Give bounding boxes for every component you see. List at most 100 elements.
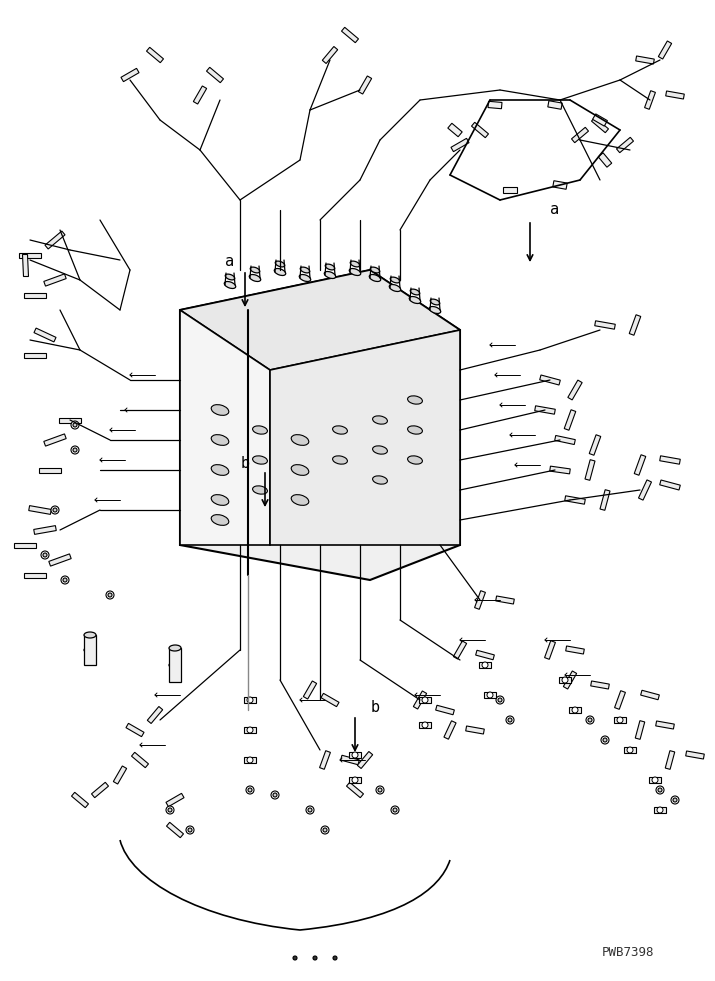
Circle shape: [617, 717, 623, 723]
Polygon shape: [169, 648, 181, 682]
Polygon shape: [616, 137, 633, 153]
Ellipse shape: [291, 494, 309, 505]
Polygon shape: [72, 793, 89, 807]
Polygon shape: [550, 466, 571, 474]
Polygon shape: [593, 114, 608, 127]
Polygon shape: [444, 721, 456, 740]
Polygon shape: [451, 138, 469, 152]
Polygon shape: [180, 270, 460, 370]
Polygon shape: [591, 681, 609, 689]
Ellipse shape: [410, 289, 420, 295]
Polygon shape: [659, 41, 671, 59]
Polygon shape: [666, 91, 684, 99]
Circle shape: [671, 796, 679, 804]
Ellipse shape: [291, 435, 309, 445]
Circle shape: [627, 747, 633, 753]
Circle shape: [168, 808, 172, 812]
Circle shape: [273, 793, 277, 797]
Circle shape: [73, 448, 77, 452]
Circle shape: [321, 826, 329, 834]
Polygon shape: [665, 750, 675, 769]
Polygon shape: [569, 707, 581, 713]
Circle shape: [71, 421, 79, 429]
Polygon shape: [660, 456, 680, 464]
Polygon shape: [166, 794, 184, 806]
Circle shape: [652, 777, 658, 783]
Polygon shape: [600, 490, 610, 510]
Circle shape: [588, 718, 592, 722]
Polygon shape: [340, 755, 360, 765]
Polygon shape: [448, 124, 462, 136]
Polygon shape: [595, 321, 616, 330]
Circle shape: [378, 788, 382, 792]
Polygon shape: [565, 495, 586, 504]
Ellipse shape: [300, 267, 310, 273]
Polygon shape: [126, 723, 144, 737]
Polygon shape: [132, 752, 149, 768]
Polygon shape: [59, 418, 81, 423]
Ellipse shape: [389, 284, 400, 291]
Polygon shape: [347, 782, 363, 798]
Ellipse shape: [211, 515, 229, 526]
Ellipse shape: [332, 426, 347, 435]
Polygon shape: [568, 380, 582, 400]
Ellipse shape: [408, 456, 423, 464]
Polygon shape: [121, 69, 139, 81]
Ellipse shape: [429, 306, 440, 314]
Polygon shape: [535, 406, 556, 414]
Ellipse shape: [84, 632, 96, 638]
Circle shape: [562, 677, 568, 683]
Ellipse shape: [211, 465, 229, 476]
Polygon shape: [322, 46, 337, 64]
Polygon shape: [349, 777, 361, 783]
Polygon shape: [545, 641, 556, 659]
Polygon shape: [638, 480, 651, 500]
Circle shape: [246, 786, 254, 794]
Polygon shape: [244, 697, 256, 702]
Circle shape: [603, 738, 607, 742]
Circle shape: [391, 806, 399, 814]
Circle shape: [506, 716, 514, 724]
Ellipse shape: [225, 274, 235, 280]
Polygon shape: [641, 691, 659, 699]
Polygon shape: [34, 328, 56, 342]
Circle shape: [186, 826, 194, 834]
Ellipse shape: [325, 264, 335, 270]
Circle shape: [586, 716, 594, 724]
Circle shape: [422, 697, 428, 703]
Polygon shape: [563, 671, 577, 689]
Ellipse shape: [369, 275, 380, 282]
Polygon shape: [321, 694, 339, 706]
Text: b: b: [240, 455, 250, 471]
Ellipse shape: [84, 647, 96, 653]
Text: a: a: [225, 254, 235, 270]
Polygon shape: [24, 352, 46, 357]
Polygon shape: [645, 90, 656, 109]
Polygon shape: [614, 717, 626, 723]
Polygon shape: [635, 721, 645, 740]
Text: a: a: [551, 202, 560, 218]
Polygon shape: [45, 231, 65, 249]
Circle shape: [333, 956, 337, 960]
Circle shape: [658, 788, 662, 792]
Polygon shape: [598, 153, 612, 167]
Polygon shape: [180, 270, 460, 580]
Polygon shape: [656, 721, 674, 729]
Polygon shape: [19, 252, 41, 257]
Circle shape: [673, 798, 677, 802]
Circle shape: [106, 591, 114, 599]
Polygon shape: [634, 455, 646, 475]
Ellipse shape: [252, 426, 267, 435]
Polygon shape: [49, 554, 72, 566]
Polygon shape: [564, 410, 576, 431]
Polygon shape: [24, 573, 46, 578]
Polygon shape: [465, 726, 484, 734]
Ellipse shape: [332, 456, 347, 464]
Polygon shape: [413, 691, 427, 709]
Circle shape: [41, 551, 49, 559]
Ellipse shape: [250, 267, 260, 273]
Text: b: b: [370, 699, 380, 714]
Ellipse shape: [250, 275, 261, 282]
Polygon shape: [14, 542, 36, 547]
Circle shape: [376, 786, 384, 794]
